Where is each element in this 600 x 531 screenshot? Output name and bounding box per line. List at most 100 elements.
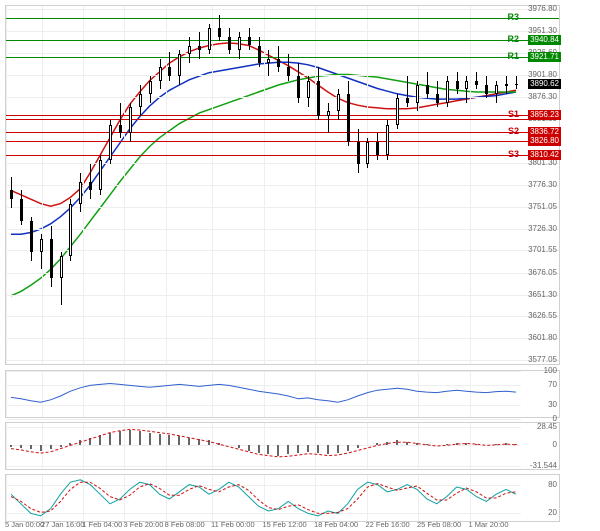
y-tick-label: 3626.55 <box>528 311 557 320</box>
macd-hist-bar <box>89 438 91 446</box>
y-tick-label: 3726.30 <box>528 224 557 233</box>
y-tick-label: 20 <box>548 508 557 517</box>
macd-panel[interactable]: -31.544 0 28.45 <box>5 422 560 470</box>
pivot-price-box: 3810.42 <box>528 150 561 160</box>
macd-hist-bar <box>218 443 220 446</box>
y-tick-label: 3976.80 <box>528 4 557 13</box>
y-tick-label: -31.544 <box>530 461 557 470</box>
macd-hist-bar <box>30 445 32 449</box>
y-tick-label: 30 <box>548 400 557 409</box>
pivot-line-r3 <box>6 18 559 19</box>
y-tick-label: 28.45 <box>537 422 557 431</box>
macd-hist-bar <box>50 445 52 449</box>
pivot-line-s3 <box>6 155 559 156</box>
macd-hist-bar <box>456 443 458 446</box>
x-tick-label: 27 Jan 16:00 <box>41 520 84 529</box>
y-tick-label: 3876.30 <box>528 92 557 101</box>
macd-hist-bar <box>267 445 269 454</box>
macd-hist-bar <box>465 443 467 446</box>
macd-hist-bar <box>159 434 161 446</box>
macd-hist-bar <box>357 445 359 448</box>
y-tick-label: 3577.05 <box>528 355 557 364</box>
pivot-price-box: 3921.71 <box>528 52 561 62</box>
macd-hist-bar <box>178 436 180 445</box>
x-tick-label: 5 Jan 00:00 <box>5 520 44 529</box>
x-tick-label: 15 Feb 12:00 <box>263 520 307 529</box>
pivot-label: R3 <box>507 12 519 22</box>
macd-hist-bar <box>416 443 418 446</box>
macd-hist-bar <box>396 440 398 445</box>
macd-hist-bar <box>109 433 111 446</box>
macd-hist-bar <box>149 433 151 446</box>
y-tick-label: 3901.80 <box>528 70 557 79</box>
y-tick-label: 3776.30 <box>528 180 557 189</box>
macd-hist-bar <box>475 444 477 445</box>
pivot-price-box: 3940.84 <box>528 35 561 45</box>
pivot-label: S2 <box>508 126 519 136</box>
price-chart-panel[interactable]: R3R2R1S1S2S3 3577.053601.803626.553651.3… <box>5 5 560 365</box>
macd-hist-bar <box>515 444 517 445</box>
pivot-line- <box>6 141 559 142</box>
x-tick-label: 1 Mar 20:00 <box>469 520 509 529</box>
y-tick-label: 80 <box>548 480 557 489</box>
y-tick-label: 3601.80 <box>528 333 557 342</box>
macd-hist-bar <box>347 445 349 450</box>
macd-hist-bar <box>277 445 279 455</box>
macd-hist-bar <box>208 440 210 445</box>
macd-hist-bar <box>139 431 141 445</box>
macd-hist-bar <box>10 445 12 447</box>
y-tick-label: 3651.30 <box>528 290 557 299</box>
pivot-line-s2 <box>6 132 559 133</box>
x-tick-label: 8 Feb 08:00 <box>165 520 205 529</box>
macd-hist-bar <box>446 444 448 445</box>
macd-hist-bar <box>168 435 170 445</box>
y-tick-label: 3751.05 <box>528 202 557 211</box>
macd-hist-bar <box>327 445 329 454</box>
y-tick-label: 3951.30 <box>528 26 557 35</box>
macd-hist-bar <box>129 430 131 445</box>
pivot-line- <box>6 119 559 120</box>
macd-hist-bar <box>60 445 62 446</box>
stoch-panel[interactable]: 2080 <box>5 474 560 522</box>
pivot-price-box: 3856.23 <box>528 110 561 120</box>
macd-hist-bar <box>426 444 428 445</box>
y-tick-label: 3701.55 <box>528 245 557 254</box>
x-tick-label: 18 Feb 04:00 <box>314 520 358 529</box>
y-tick-label: 0 <box>553 440 557 449</box>
y-tick-label: 70 <box>548 380 557 389</box>
x-tick-label: 3 Feb 20:00 <box>123 520 163 529</box>
current-price-box: 3890.62 <box>528 79 561 89</box>
macd-hist-bar <box>40 445 42 450</box>
pivot-label: R1 <box>507 51 519 61</box>
macd-hist-bar <box>248 445 250 450</box>
macd-hist-bar <box>20 445 22 448</box>
macd-hist-bar <box>406 442 408 446</box>
x-tick-label: 25 Feb 08:00 <box>417 520 461 529</box>
macd-hist-bar <box>297 445 299 453</box>
x-tick-label: 1 Feb 04:00 <box>82 520 122 529</box>
pivot-line-r2 <box>6 40 559 41</box>
rsi-panel[interactable]: 03070100 <box>5 370 560 418</box>
pivot-label: R2 <box>507 34 519 44</box>
macd-hist-bar <box>317 445 319 453</box>
macd-hist-bar <box>287 445 289 454</box>
pivot-price-box: 3826.80 <box>528 136 561 146</box>
macd-hist-bar <box>376 443 378 446</box>
macd-hist-bar <box>198 439 200 445</box>
pivot-label: S3 <box>508 149 519 159</box>
macd-hist-bar <box>69 443 71 446</box>
y-tick-label: 3676.05 <box>528 268 557 277</box>
y-tick-label: 100 <box>544 366 557 375</box>
macd-hist-bar <box>337 445 339 453</box>
macd-hist-bar <box>238 445 240 448</box>
macd-hist-bar <box>99 435 101 445</box>
macd-hist-bar <box>119 431 121 445</box>
pivot-line-r1 <box>6 57 559 58</box>
x-tick-label: 11 Feb 00:00 <box>211 520 255 529</box>
pivot-line-s1 <box>6 115 559 116</box>
macd-hist-bar <box>79 440 81 445</box>
macd-hist-bar <box>188 438 190 446</box>
macd-hist-bar <box>495 444 497 445</box>
macd-hist-bar <box>386 442 388 446</box>
macd-hist-bar <box>307 445 309 451</box>
